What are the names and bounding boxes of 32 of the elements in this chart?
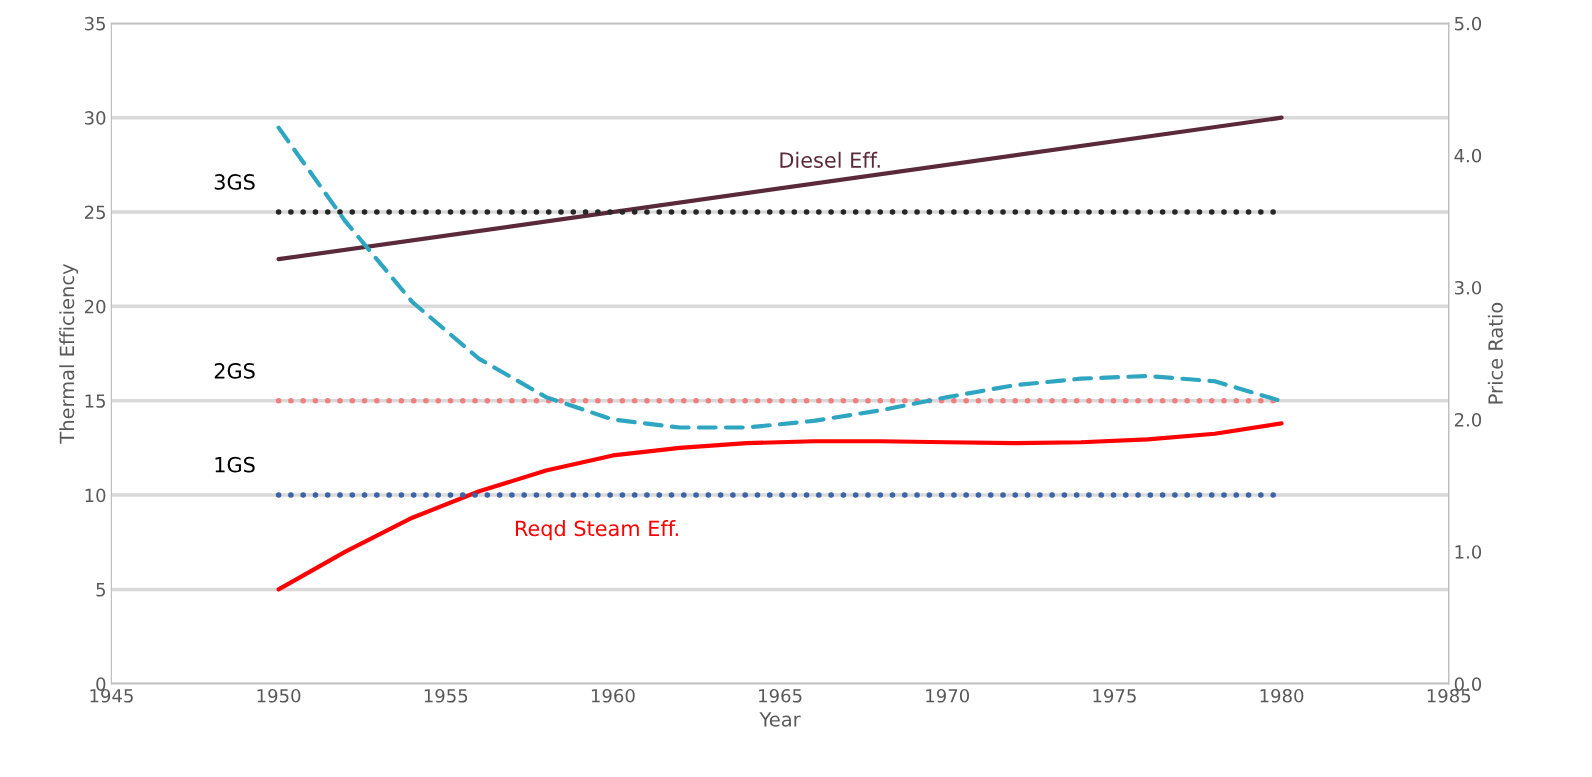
x-tick-label: 1985 xyxy=(1427,688,1471,703)
x-tick-label: 1970 xyxy=(926,688,970,703)
y2-tick-label: 3.0 xyxy=(1454,280,1482,295)
y-tick-label: 15 xyxy=(85,394,105,408)
x-tick-label: 1980 xyxy=(1260,688,1304,703)
y2-tick-label: 4.0 xyxy=(1454,148,1482,163)
y-tick-label: 25 xyxy=(84,205,105,220)
y2-tick-label: 2.0 xyxy=(1454,413,1482,427)
y2-tick-label: 1.0 xyxy=(1455,545,1482,559)
x-tick-label: 1965 xyxy=(759,688,802,703)
y-tick-label: 5 xyxy=(96,583,105,597)
y-tick-label: 35 xyxy=(84,16,105,31)
y-axis-title: Thermal Efficiency xyxy=(59,264,79,444)
annotation: 2GS xyxy=(214,362,255,379)
y2-axis-title: Price Ratio xyxy=(1487,302,1503,404)
x-tick-label: 1945 xyxy=(90,688,133,703)
annotation: 1GS xyxy=(215,456,255,473)
x-axis-title: Year xyxy=(759,712,801,727)
y-tick-label: 20 xyxy=(84,299,106,314)
y2-tick-label: 5.0 xyxy=(1454,16,1482,31)
x-tick-label: 1960 xyxy=(591,688,635,703)
y-tick-label: 10 xyxy=(85,488,106,503)
x-tick-label: 1975 xyxy=(1093,688,1136,703)
series-label: Reqd Steam Eff. xyxy=(515,520,678,541)
line-series xyxy=(276,421,1284,592)
series-label: Diesel Eff. xyxy=(780,151,880,168)
x-tick-label: 1955 xyxy=(424,688,468,703)
y-tick-label: 30 xyxy=(84,111,106,125)
x-tick-label: 1950 xyxy=(257,688,301,703)
y2-tick-label: 0.0 xyxy=(1454,677,1482,691)
y-tick-label: 0 xyxy=(96,677,106,691)
annotation: 3GS xyxy=(214,174,255,190)
